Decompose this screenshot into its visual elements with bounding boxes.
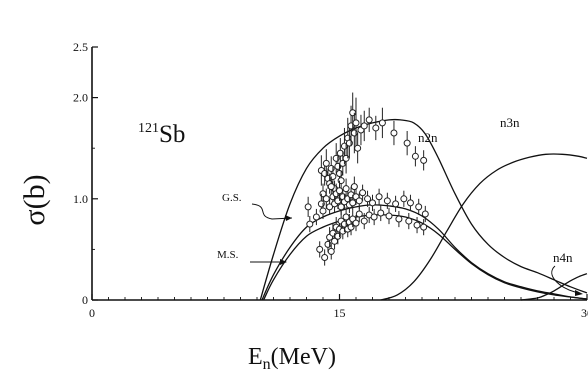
measurement-points: [304, 92, 429, 266]
curve-n2n: [259, 118, 588, 301]
data-point-g-s: [375, 193, 383, 201]
data-point-g-s: [355, 197, 363, 205]
data-point-n2n: [372, 124, 380, 132]
data-point-m-s: [405, 217, 413, 225]
data-point-g-s: [359, 189, 367, 197]
curve-m-s: [263, 214, 588, 301]
data-point-n2n: [352, 119, 360, 127]
data-point-g-s: [319, 207, 327, 215]
data-point-m-s: [355, 210, 363, 218]
ticks: 0 15 30 0 1.0 2.0 2.5: [73, 40, 588, 320]
data-point-g-s: [415, 203, 423, 211]
data-point-g-s: [421, 210, 429, 218]
data-point-g-s: [392, 200, 400, 208]
x-axis-label-unit: (MeV): [271, 344, 336, 370]
leader-gs: [251, 203, 293, 220]
data-point-m-s: [420, 223, 428, 231]
data-point-g-s: [326, 203, 334, 211]
data-point-g-s: [312, 213, 320, 221]
data-point-n2n: [365, 116, 373, 124]
y-tick-label: 2.5: [73, 40, 88, 54]
data-point-g-s: [369, 199, 376, 207]
arrowhead-gs: [285, 215, 292, 221]
series-label-n2n: n2n: [418, 130, 438, 145]
data-point-n2n: [411, 152, 419, 160]
x-tick-label: 30: [581, 306, 588, 320]
leader-n4n: [551, 265, 576, 293]
data-point-m-s: [316, 245, 324, 253]
data-point-g-s: [336, 187, 343, 195]
y-tick-label: 1.0: [73, 192, 88, 206]
data-point-n2n: [378, 119, 386, 127]
data-point-g-s: [350, 183, 358, 191]
x-axis-label-symbol: E: [248, 344, 263, 370]
data-point-n2n: [336, 149, 344, 157]
series-label-g-s: G.S.: [222, 192, 242, 204]
y-axis-label: σ(b): [18, 174, 51, 225]
data-point-m-s: [370, 213, 378, 221]
arrowhead-ms: [280, 259, 287, 265]
isotope-mass-number: 121: [138, 121, 159, 136]
curve-g-s: [261, 204, 588, 301]
data-point-g-s: [306, 220, 314, 228]
data-point-g-s: [383, 197, 391, 205]
data-point-m-s: [385, 212, 393, 220]
x-tick-label: 0: [89, 306, 95, 320]
data-point-m-s: [352, 219, 360, 227]
series-label-m-s: M.S.: [217, 249, 239, 261]
series-label-n4n: n4n: [553, 250, 573, 265]
data-point-n2n: [420, 156, 428, 164]
arrowhead-n4n: [575, 290, 583, 296]
curve-n3n: [380, 153, 588, 301]
x-axis-label-subscript: n: [263, 356, 271, 373]
data-point-g-s: [406, 199, 414, 207]
y-tick-label: 2.0: [73, 91, 88, 105]
curve-n4n: [520, 273, 588, 301]
data-point-g-s: [342, 185, 350, 193]
data-point-g-s: [304, 203, 312, 211]
x-tick-label: 15: [334, 306, 346, 320]
data-point-m-s: [395, 215, 403, 223]
data-point-m-s: [360, 217, 368, 225]
data-point-g-s: [349, 199, 357, 207]
isotope-label: 121Sb: [138, 121, 185, 148]
data-point-m-s: [377, 209, 385, 217]
isotope-symbol: Sb: [159, 121, 185, 148]
data-point-m-s: [321, 253, 329, 261]
data-point-m-s: [413, 221, 421, 229]
data-point-g-s: [322, 195, 330, 203]
data-point-n2n: [390, 129, 398, 137]
x-axis-label: En(MeV): [248, 344, 336, 373]
data-point-n2n: [322, 159, 330, 167]
data-point-n2n: [403, 139, 411, 147]
data-point-n2n: [354, 144, 362, 152]
data-point-g-s: [400, 195, 408, 203]
series-label-n3n: n3n: [500, 115, 520, 130]
data-point-m-s: [327, 247, 335, 255]
data-point-n2n: [327, 183, 335, 191]
series-labels: n2n n3n n4n G.S. M.S.: [217, 115, 583, 296]
data-point-g-s: [364, 195, 372, 203]
data-point-n2n: [360, 122, 368, 130]
y-tick-label: 0: [82, 293, 88, 307]
